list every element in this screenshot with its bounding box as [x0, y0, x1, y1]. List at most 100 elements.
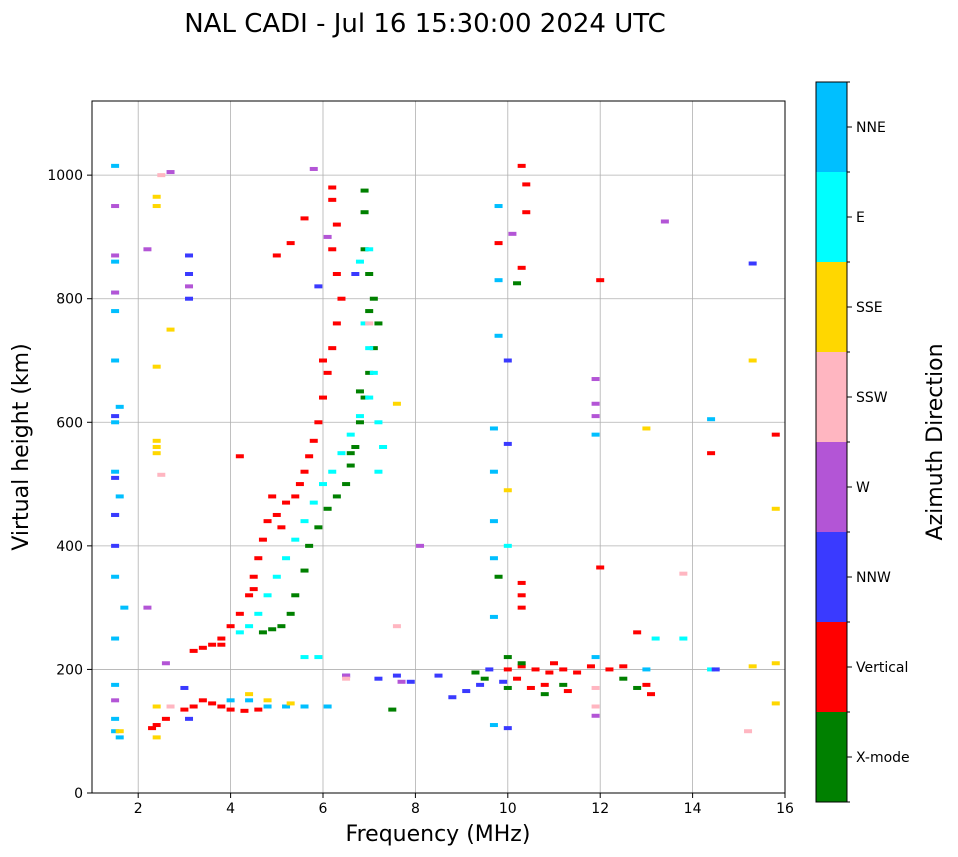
data-point-nnw	[111, 414, 120, 419]
data-point-sse	[392, 401, 401, 406]
data-point-nne	[115, 494, 124, 499]
data-point-nnw	[111, 543, 120, 548]
data-point-sse	[642, 426, 651, 431]
data-point-nne	[115, 404, 124, 409]
data-point-ssw	[591, 704, 600, 709]
data-point-nnw	[434, 673, 443, 678]
data-point-w	[591, 414, 600, 419]
x-tick-label: 14	[684, 801, 702, 817]
data-point-vertical	[217, 636, 226, 641]
data-point-vertical	[240, 708, 249, 713]
data-point-vertical	[540, 682, 549, 687]
data-point-e	[379, 445, 388, 449]
data-point-nne	[494, 204, 503, 209]
data-point-nne	[111, 309, 120, 314]
colorbar-segment	[816, 262, 847, 352]
data-point-vertical	[249, 574, 258, 579]
data-point-x-mode	[360, 188, 369, 193]
data-point-sse	[263, 698, 272, 703]
data-point-vertical	[272, 512, 281, 517]
data-point-nnw	[448, 695, 457, 700]
data-point-sse	[115, 729, 124, 734]
data-point-x-mode	[503, 685, 512, 690]
data-point-e	[272, 574, 281, 579]
data-point-x-mode	[559, 682, 568, 687]
x-tick-label: 10	[499, 801, 517, 817]
colorbar-frame	[815, 81, 848, 803]
data-point-vertical	[208, 642, 217, 647]
data-point-sse	[152, 438, 161, 443]
x-tick-label: 6	[319, 801, 328, 817]
data-point-nne	[591, 655, 600, 660]
data-point-e	[346, 432, 355, 437]
data-point-nnw	[476, 682, 485, 687]
data-point-vertical	[517, 265, 526, 270]
data-point-vertical	[332, 272, 341, 276]
data-point-x-mode	[314, 525, 323, 530]
data-point-nnw	[485, 667, 494, 672]
data-point-vertical	[707, 451, 716, 456]
data-point-vertical	[596, 565, 605, 570]
data-point-x-mode	[388, 707, 397, 712]
data-point-vertical	[332, 222, 341, 227]
data-point-vertical	[272, 253, 281, 258]
data-point-ssw	[365, 321, 374, 326]
data-point-x-mode	[369, 296, 378, 301]
data-point-x-mode	[471, 670, 480, 675]
data-point-vertical	[563, 689, 572, 694]
data-point-e	[282, 556, 291, 561]
data-point-e	[309, 500, 318, 505]
data-point-e	[263, 593, 272, 598]
data-point-nnw	[185, 716, 194, 721]
data-point-x-mode	[619, 676, 628, 681]
data-point-nnw	[185, 296, 194, 301]
data-point-x-mode	[300, 568, 309, 573]
data-point-sse	[152, 704, 161, 709]
data-point-e	[707, 667, 716, 672]
data-point-vertical	[263, 519, 272, 524]
y-tick-label: 800	[56, 292, 83, 308]
data-point-vertical	[531, 667, 540, 672]
data-point-w	[416, 543, 425, 548]
data-point-nnw	[748, 261, 757, 266]
data-point-x-mode	[540, 692, 549, 697]
data-point-e	[360, 321, 369, 326]
data-point-vertical	[249, 587, 258, 592]
data-point-vertical	[494, 241, 503, 246]
data-point-x-mode	[346, 463, 355, 468]
data-point-vertical	[258, 537, 267, 542]
data-point-nnw	[351, 272, 360, 276]
data-point-vertical	[235, 454, 244, 459]
data-point-x-mode	[332, 494, 341, 499]
y-tick-label: 0	[74, 786, 83, 802]
data-point-sse	[152, 735, 161, 740]
data-point-vertical	[152, 723, 161, 728]
data-point-nne	[489, 469, 498, 474]
data-point-x-mode	[291, 593, 300, 598]
data-point-nne	[111, 682, 120, 687]
data-point-vertical	[337, 296, 346, 301]
data-point-nnw	[180, 685, 189, 690]
data-point-e	[245, 624, 254, 629]
data-point-w	[111, 290, 120, 295]
data-point-nnw	[111, 475, 120, 480]
data-point-nne	[489, 556, 498, 561]
data-point-vertical	[198, 698, 207, 703]
data-point-vertical	[268, 494, 277, 499]
data-point-nne	[111, 259, 120, 264]
data-point-vertical	[550, 661, 558, 666]
data-point-nnw	[111, 512, 120, 517]
data-point-ssw	[392, 624, 401, 629]
colorbar-tick-label: NNW	[856, 570, 891, 586]
data-point-w	[111, 253, 120, 258]
data-point-vertical	[217, 704, 226, 709]
plot-frame	[91, 100, 786, 794]
colorbar-tick-label: Vertical	[856, 660, 908, 676]
colorbar-segment	[816, 442, 847, 532]
data-point-nne	[323, 704, 332, 709]
data-point-w	[342, 673, 351, 678]
colorbar-label: Azimuth Direction	[923, 343, 948, 540]
data-point-vertical	[328, 346, 337, 351]
data-point-vertical	[245, 593, 254, 598]
